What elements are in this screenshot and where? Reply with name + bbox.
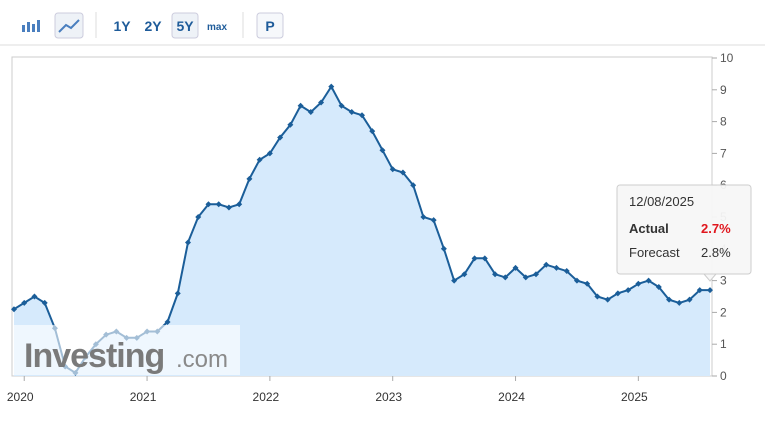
point-marker <box>635 280 642 287</box>
icon-part <box>27 22 30 32</box>
point-marker <box>584 280 591 287</box>
point-marker <box>389 166 396 173</box>
point-marker <box>594 293 601 300</box>
point-marker <box>676 299 683 306</box>
point-marker <box>369 128 376 135</box>
point-marker <box>205 201 212 208</box>
point-marker <box>338 102 345 109</box>
chart: 012345678910202020212022202320242025Inve… <box>7 51 752 404</box>
watermark-bg <box>14 325 240 375</box>
point-marker <box>277 134 284 141</box>
point-marker <box>604 296 611 303</box>
point-marker <box>11 306 17 313</box>
point-marker <box>563 268 570 275</box>
range-button[interactable]: 5Y <box>176 18 194 34</box>
point-marker <box>686 296 693 303</box>
y-tick-label: 9 <box>720 83 727 97</box>
point-marker <box>379 147 386 154</box>
tooltip-date: 12/08/2025 <box>629 194 694 209</box>
point-marker <box>307 109 314 116</box>
point-marker <box>625 287 632 294</box>
y-tick-label: 2 <box>720 305 727 319</box>
point-marker <box>359 112 365 119</box>
range-button[interactable]: 2Y <box>144 18 162 34</box>
point-marker <box>174 290 181 297</box>
range-button[interactable]: 1Y <box>113 18 131 34</box>
line-icon <box>58 19 80 33</box>
point-marker <box>256 156 263 163</box>
point-marker <box>614 290 621 297</box>
y-tick-label: 10 <box>720 51 734 65</box>
y-tick-label: 3 <box>720 274 727 288</box>
point-marker <box>195 214 202 220</box>
y-tick-label: 8 <box>720 115 727 129</box>
point-marker <box>236 201 243 208</box>
point-marker <box>655 283 662 290</box>
point-marker <box>502 274 509 281</box>
point-marker <box>553 264 560 271</box>
watermark-brand: Investing <box>24 337 164 375</box>
tooltip-pointer <box>702 273 718 282</box>
x-tick-label: 2025 <box>621 390 648 404</box>
button-frame[interactable] <box>256 12 284 39</box>
point-marker <box>297 102 304 109</box>
bar-icon[interactable] <box>22 20 40 32</box>
x-tick-label: 2020 <box>7 390 34 404</box>
point-marker <box>645 277 652 284</box>
tooltip-box <box>616 184 752 275</box>
point-marker <box>318 99 325 106</box>
point-marker <box>348 109 355 116</box>
point-marker <box>399 169 406 176</box>
tooltip-label: Actual <box>629 221 669 236</box>
point-marker <box>266 150 273 157</box>
icon-part <box>37 20 40 32</box>
point-marker <box>471 255 478 262</box>
tooltip-label: Forecast <box>629 245 680 260</box>
point-marker <box>430 217 437 224</box>
point-marker <box>410 182 417 189</box>
point-marker <box>164 318 171 325</box>
point-marker <box>492 271 499 278</box>
point-marker <box>287 121 294 128</box>
icon-part <box>22 25 25 32</box>
point-marker <box>225 204 232 211</box>
y-tick-label: 0 <box>720 369 727 383</box>
point-marker <box>512 264 519 271</box>
point-marker <box>215 201 222 208</box>
watermark-suffix: .com <box>176 346 228 373</box>
point-marker <box>21 299 28 306</box>
area <box>14 86 710 376</box>
point-marker <box>707 287 713 294</box>
button-frame[interactable] <box>171 12 199 39</box>
point-marker <box>440 245 447 252</box>
point-marker <box>522 274 529 281</box>
x-tick-label: 2021 <box>130 390 157 404</box>
x-tick-label: 2023 <box>375 390 402 404</box>
range-button[interactable]: max <box>207 22 227 33</box>
y-tick-label: 7 <box>720 146 727 160</box>
line-icon-button[interactable] <box>54 12 84 39</box>
tooltip-value: 2.8% <box>701 245 731 260</box>
point-marker <box>328 83 335 90</box>
point-marker <box>573 277 580 284</box>
point-marker <box>481 255 488 262</box>
tooltip-value: 2.7% <box>701 221 731 236</box>
point-marker <box>451 277 458 284</box>
x-tick-label: 2022 <box>253 390 280 404</box>
point-marker <box>185 239 191 246</box>
point-marker <box>543 261 550 268</box>
point-marker <box>696 287 703 294</box>
point-marker <box>666 296 673 303</box>
icon-part <box>32 24 35 32</box>
range-button[interactable]: P <box>265 18 274 34</box>
point-marker <box>533 271 539 278</box>
point-marker <box>420 214 427 220</box>
point-marker <box>461 271 468 278</box>
y-tick-label: 1 <box>720 337 727 351</box>
point-marker <box>31 293 38 300</box>
point-marker <box>41 299 48 306</box>
x-tick-label: 2024 <box>498 390 525 404</box>
point-marker <box>246 175 253 182</box>
